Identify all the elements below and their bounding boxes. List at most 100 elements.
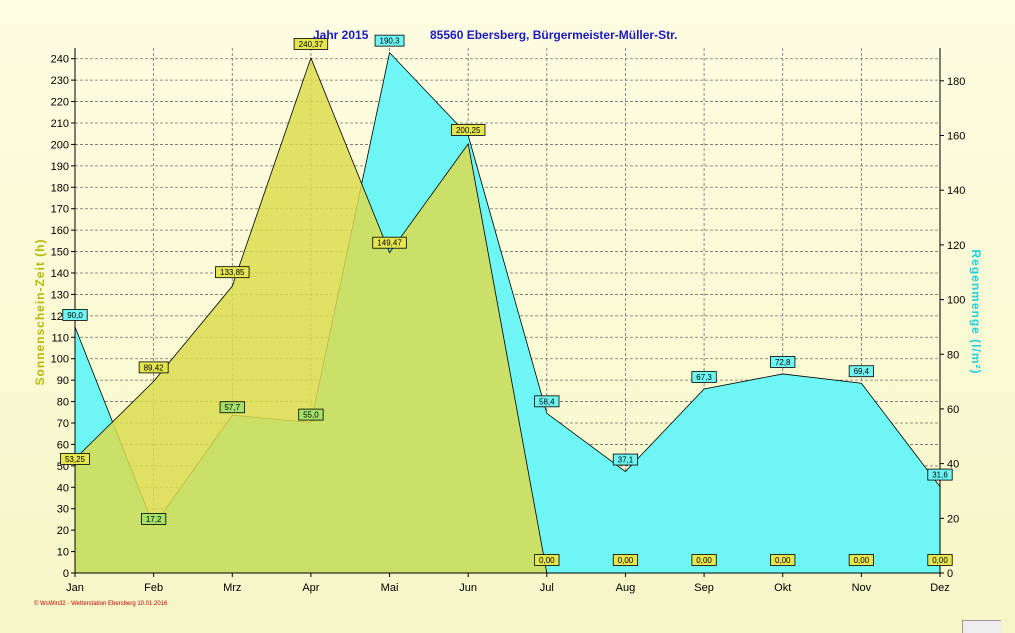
y-left-tick-label: 10 (57, 547, 69, 559)
y-left-tick-label: 140 (51, 268, 69, 280)
resize-grip[interactable] (962, 620, 1001, 633)
sunshine-data-label: 0,00 (534, 554, 560, 566)
sunshine-data-label-text: 0,00 (854, 556, 870, 565)
data-labels: 53,25 89,42 133,85 240,37 149,47 200,25 0,00 0,… (60, 34, 953, 566)
rain-data-label-text: 57,7 (224, 403, 240, 412)
x-tick-label: Jul (540, 582, 554, 594)
y-left-tick-label: 170 (51, 204, 69, 216)
y-left-tick-label: 110 (51, 332, 69, 344)
sunshine-data-label-box (60, 452, 90, 465)
y-axis-right-title: Regenmenge (l/m²) (969, 249, 983, 374)
sunshine-data-label-box (534, 554, 560, 566)
rain-data-label-text: 58,4 (539, 397, 555, 406)
x-tick-label: Aug (616, 582, 636, 594)
footer-credit: © WsWin32 - Wetterstation Ebersberg 10.0… (34, 600, 168, 607)
y-left-tick-label: 40 (57, 482, 69, 494)
y-left-tick-label: 70 (57, 418, 69, 430)
rain-data-label-box (612, 453, 639, 466)
y-right-tick-label: 120 (947, 240, 965, 252)
sunshine-data-label: 200,25 (450, 123, 486, 136)
x-tick-label: Jun (459, 582, 477, 594)
rain-data-label: 37,1 (612, 453, 639, 466)
y-left-tick-label: 130 (51, 289, 69, 301)
y-left-tick-label: 80 (57, 397, 69, 409)
y-left-tick-label: 230 (51, 75, 69, 87)
rain-data-label-box (298, 408, 324, 421)
rain-data-label-box (219, 401, 245, 414)
rain-data-label-text: 190,3 (380, 37, 401, 46)
rain-data-label-box (770, 356, 796, 368)
sunshine-data-label-text: 0,00 (618, 556, 634, 565)
y-right-tick-label: 100 (947, 295, 965, 307)
rain-data-label-text: 90,0 (67, 311, 83, 320)
rain-data-label: 69,4 (848, 365, 874, 378)
rain-data-label: 190,3 (374, 34, 405, 47)
sunshine-data-label: 133,85 (215, 266, 250, 279)
sunshine-data-label-box (293, 38, 329, 50)
rain-data-label-text: 37,1 (618, 456, 634, 465)
rain-data-label-box (927, 468, 953, 481)
data-areas (74, 51, 941, 574)
sunshine-data-label-box (770, 554, 796, 566)
y-left-tick-label: 180 (51, 182, 69, 194)
sunshine-data-label: 89,42 (138, 361, 169, 374)
x-tick-label: Apr (302, 582, 319, 594)
sunshine-data-label-text: 0,00 (775, 556, 791, 565)
y-right-tick-label: 0 (947, 568, 953, 580)
y-right-tick-label: 60 (947, 404, 959, 416)
y-right-tick-label: 180 (947, 76, 965, 88)
sunshine-data-label-box (691, 554, 717, 566)
sunshine-data-label: 0,00 (770, 554, 796, 566)
rain-data-label-text: 69,4 (854, 367, 870, 376)
sunshine-data-label-text: 0,00 (539, 556, 555, 565)
x-tick-label: Jan (66, 582, 84, 594)
y-left-tick-label: 20 (57, 525, 69, 537)
rain-data-label-box (62, 309, 88, 321)
y-right-tick-label: 40 (947, 459, 959, 471)
y-right-tick-label: 140 (947, 185, 965, 197)
rain-data-label-text: 31,6 (932, 471, 948, 480)
x-tick-label: Sep (694, 582, 714, 594)
y-right-tick-label: 160 (947, 131, 965, 143)
rain-data-label-box (534, 395, 560, 408)
y-right-tick-label: 80 (947, 349, 959, 361)
y-left-tick-label: 0 (63, 568, 69, 580)
rain-data-label: 90,0 (62, 309, 88, 321)
chart-title: Jahr 2015 (313, 28, 369, 42)
sunshine-data-label-box (450, 123, 486, 136)
y-left-tick-label: 90 (57, 375, 69, 387)
sunshine-data-label: 0,00 (612, 554, 639, 566)
rain-data-label-text: 67,3 (696, 373, 712, 382)
y-left-tick-label: 160 (51, 225, 69, 237)
rain-data-label-box (691, 371, 717, 383)
rain-data-label-text: 17,2 (146, 515, 162, 524)
y-left-tick-label: 100 (51, 354, 69, 366)
sunshine-data-label-text: 89,42 (144, 363, 165, 372)
sunshine-data-label-text: 0,00 (932, 556, 948, 565)
sunshine-data-label-text: 240,37 (299, 40, 324, 49)
rain-data-label-box (374, 34, 405, 47)
y-left-tick-label: 60 (57, 439, 69, 451)
sunshine-data-label-box (138, 361, 169, 374)
y-right-tick-label: 20 (947, 513, 959, 525)
x-tick-label: Dez (930, 582, 950, 594)
sunshine-data-label: 0,00 (691, 554, 717, 566)
x-tick-label: Okt (774, 582, 791, 594)
y-left-tick-label: 150 (51, 247, 69, 259)
sunshine-data-label: 0,00 (848, 554, 874, 566)
y-left-tick-label: 30 (57, 504, 69, 516)
rain-data-label: 55,0 (298, 408, 324, 421)
x-tick-label: Mai (381, 582, 399, 594)
sunshine-data-label: 0,00 (927, 554, 953, 566)
sunshine-data-label-text: 200,25 (456, 126, 481, 135)
x-tick-label: Mrz (223, 582, 241, 594)
sunshine-data-label-box (848, 554, 874, 566)
rain-data-label-box (848, 365, 874, 378)
rain-data-label-text: 55,0 (303, 411, 319, 420)
rain-data-label: 58,4 (534, 395, 560, 408)
x-tick-label: Feb (144, 582, 163, 594)
rain-data-label: 31,6 (927, 468, 953, 481)
rain-data-label: 17,2 (141, 513, 167, 525)
y-left-tick-label: 220 (51, 97, 69, 109)
sunshine-data-label: 240,37 (293, 38, 329, 50)
